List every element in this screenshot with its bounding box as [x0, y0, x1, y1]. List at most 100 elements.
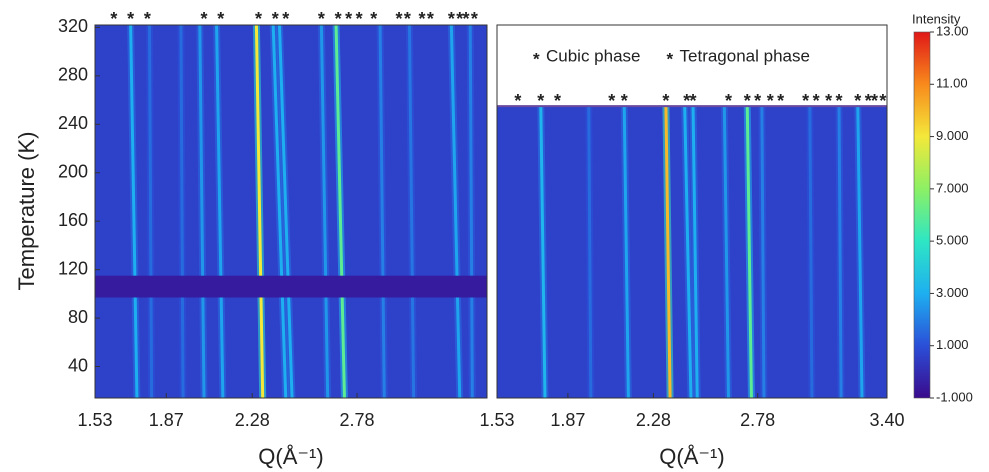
- y-tick-label: 80: [68, 307, 88, 327]
- heatmap: [497, 106, 887, 398]
- peak: [587, 106, 593, 398]
- x-tick-label: 2.78: [740, 410, 775, 430]
- phase-marker: *: [370, 9, 377, 29]
- phase-marker: *: [127, 9, 134, 29]
- peak: [407, 25, 416, 398]
- peak: [760, 106, 766, 398]
- peak: [271, 25, 288, 398]
- peak: [808, 106, 814, 398]
- x-tick-label: 1.87: [149, 410, 184, 430]
- colorbar-tick-label: 9.000: [936, 128, 969, 143]
- peak: [215, 25, 225, 398]
- colorbar-tick-label: 3.000: [936, 285, 969, 300]
- legend-label: Tetragonal phase: [680, 46, 810, 65]
- phase-marker: *: [448, 9, 455, 29]
- phase-marker: *: [110, 9, 117, 29]
- y-tick-label: 160: [58, 210, 88, 230]
- y-tick-label: 120: [58, 258, 88, 278]
- y-axis-label: Temperature (K): [14, 132, 39, 291]
- missing-band: [95, 275, 487, 298]
- phase-marker: *: [144, 9, 151, 29]
- y-tick-label: 280: [58, 65, 88, 85]
- colorbar-tick-label: 11.00: [936, 76, 968, 91]
- phase-marker: *: [690, 91, 697, 111]
- y-tick-label: 320: [58, 16, 88, 36]
- phase-marker: *: [282, 9, 289, 29]
- peak: [745, 106, 753, 398]
- phase-marker: *: [725, 91, 732, 111]
- peak: [691, 106, 699, 398]
- x-tick-label: 1.53: [77, 410, 112, 430]
- phase-marker: *: [537, 91, 544, 111]
- phase-marker: *: [871, 91, 878, 111]
- colorbar-label: Intensity: [912, 11, 961, 26]
- phase-marker: *: [865, 91, 872, 111]
- colorbar-tick-label: 13.00: [936, 23, 969, 38]
- y-tick-label: 200: [58, 161, 88, 181]
- phase-marker: *: [662, 91, 669, 111]
- legend-symbol: *: [533, 49, 540, 68]
- x-tick-label: 1.53: [479, 410, 514, 430]
- x-axis-label: Q(Å⁻¹): [258, 444, 323, 469]
- peak: [856, 106, 864, 398]
- x-tick-label: 3.40: [869, 410, 904, 430]
- x-tick-label: 2.28: [235, 410, 270, 430]
- peak: [622, 106, 630, 398]
- phase-marker: *: [335, 9, 342, 29]
- phase-marker: *: [554, 91, 561, 111]
- peak: [683, 106, 693, 398]
- x-tick-label: 1.87: [550, 410, 585, 430]
- phase-marker: *: [767, 91, 774, 111]
- phase-marker: *: [427, 9, 434, 29]
- phase-marker: *: [395, 9, 402, 29]
- peak: [378, 25, 386, 398]
- phase-marker: *: [404, 9, 411, 29]
- phase-marker: *: [813, 91, 820, 111]
- peak: [468, 25, 474, 398]
- phase-marker: *: [200, 9, 207, 29]
- peak: [129, 25, 139, 398]
- frame: [94, 24, 488, 399]
- phase-marker: *: [356, 9, 363, 29]
- phase-marker: *: [802, 91, 809, 111]
- phase-marker: *: [463, 9, 470, 29]
- heatmap: [95, 25, 487, 398]
- peak: [254, 25, 265, 398]
- colorbar-tick-label: 7.000: [936, 180, 969, 195]
- peak: [539, 106, 547, 398]
- frame: [496, 24, 888, 399]
- peak: [148, 25, 154, 398]
- y-tick-label: 40: [68, 355, 88, 375]
- peak: [722, 106, 730, 398]
- peak: [664, 106, 672, 398]
- phase-marker: *: [683, 91, 690, 111]
- phase-marker: *: [318, 9, 325, 29]
- phase-marker: *: [621, 91, 628, 111]
- x-axis-label: Q(Å⁻¹): [659, 444, 724, 469]
- x-tick-label: 2.78: [340, 410, 375, 430]
- phase-marker: *: [744, 91, 751, 111]
- peak: [319, 25, 330, 398]
- phase-marker: *: [777, 91, 784, 111]
- phase-marker: *: [514, 91, 521, 111]
- peak: [837, 106, 843, 398]
- phase-marker: *: [456, 9, 463, 29]
- peak: [334, 25, 346, 398]
- phase-marker: *: [608, 91, 615, 111]
- peak: [179, 25, 185, 398]
- phase-marker: *: [272, 9, 279, 29]
- phase-marker: *: [471, 9, 478, 29]
- peak: [198, 25, 206, 398]
- legend-symbol: *: [667, 49, 674, 68]
- phase-marker: *: [754, 91, 761, 111]
- colorbar: [913, 31, 931, 399]
- peak: [277, 25, 294, 398]
- phase-marker: *: [854, 91, 861, 111]
- phase-marker: *: [419, 9, 426, 29]
- phase-marker: *: [825, 91, 832, 111]
- phase-marker: *: [217, 9, 224, 29]
- colorbar-tick-label: 1.000: [936, 337, 969, 352]
- colorbar-tick-label: -1.000: [936, 389, 973, 404]
- y-tick-label: 240: [58, 113, 88, 133]
